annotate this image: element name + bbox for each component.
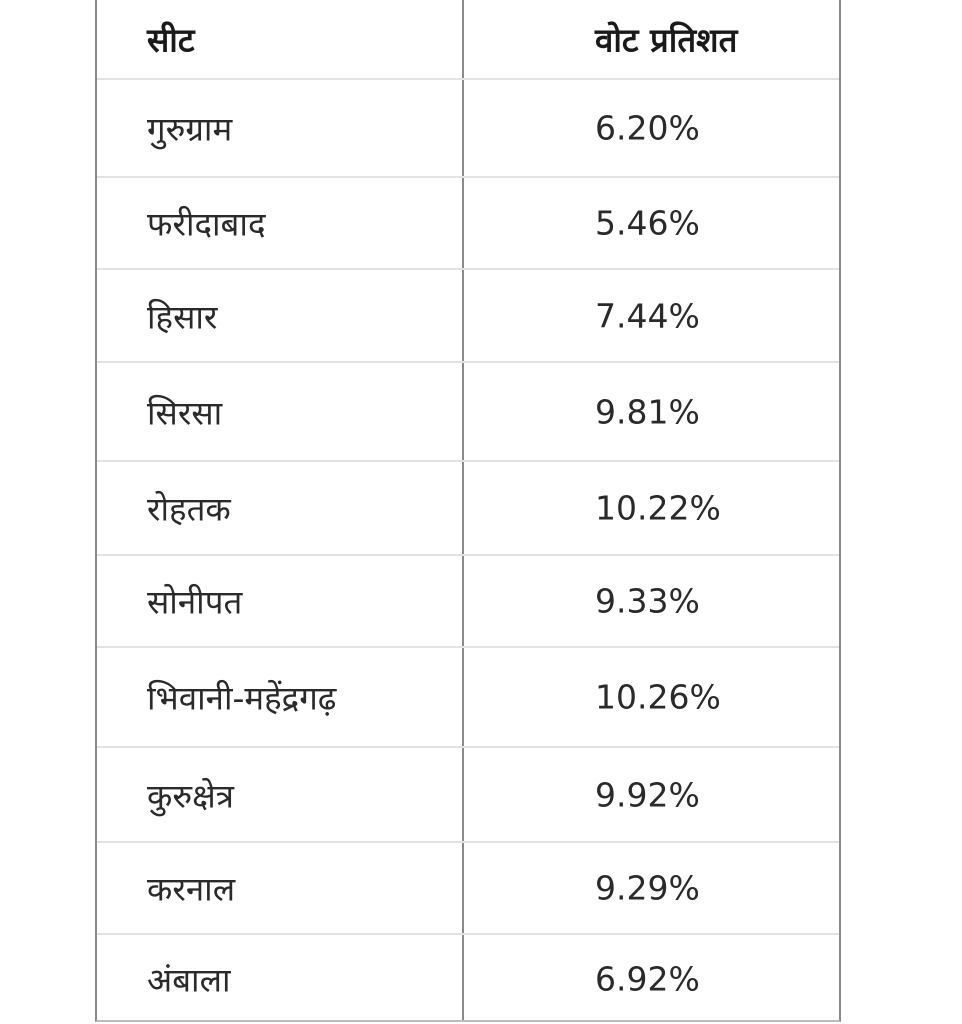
vote-percentage-cell: 9.33%: [595, 581, 700, 621]
vote-percentage-cell: 7.44%: [595, 296, 700, 335]
seat-cell: अंबाला: [147, 960, 231, 999]
vote-percentage-cell: 5.46%: [595, 203, 700, 243]
vote-percentage-cell: 9.29%: [595, 868, 700, 908]
table-row: सिरसा 9.81%: [97, 363, 839, 462]
table-row: करनाल 9.29%: [97, 843, 839, 935]
table-row: हिसार 7.44%: [97, 270, 839, 363]
seat-cell: गुरुग्राम: [147, 109, 233, 149]
table-row: फरीदाबाद 5.46%: [97, 178, 839, 270]
vote-percentage-cell: 9.81%: [595, 392, 700, 431]
vote-percentage-cell: 10.22%: [595, 488, 721, 528]
vote-percentage-cell: 10.26%: [595, 677, 721, 717]
column-divider: [462, 0, 464, 1020]
seat-cell: रोहतक: [147, 489, 231, 529]
vote-percentage-cell: 6.20%: [595, 108, 700, 148]
table-row: गुरुग्राम 6.20%: [97, 80, 839, 178]
seat-cell: फरीदाबाद: [147, 204, 266, 244]
seat-cell: कुरुक्षेत्र: [147, 776, 234, 815]
vote-percentage-cell: 9.92%: [595, 775, 700, 814]
table-row: भिवानी-महेंद्रगढ़ 10.26%: [97, 648, 839, 748]
seat-cell: करनाल: [147, 869, 236, 909]
seat-cell: सिरसा: [147, 393, 223, 432]
seat-cell: सोनीपत: [147, 582, 243, 622]
table-row: अंबाला 6.92%: [97, 935, 839, 1022]
table-header-row: सीट वोट प्रतिशत: [97, 0, 839, 80]
vote-percentage-cell: 6.92%: [595, 959, 700, 998]
header-seat: सीट: [147, 20, 195, 60]
vote-percentage-table: सीट वोट प्रतिशत गुरुग्राम 6.20% फरीदाबाद 5.…: [95, 0, 841, 1022]
seat-cell: हिसार: [147, 297, 218, 336]
table-row: कुरुक्षेत्र 9.92%: [97, 748, 839, 843]
table-row: सोनीपत 9.33%: [97, 556, 839, 648]
table-row: रोहतक 10.22%: [97, 462, 839, 556]
header-vote-percentage: वोट प्रतिशत: [595, 20, 738, 60]
seat-cell: भिवानी-महेंद्रगढ़: [147, 678, 337, 718]
